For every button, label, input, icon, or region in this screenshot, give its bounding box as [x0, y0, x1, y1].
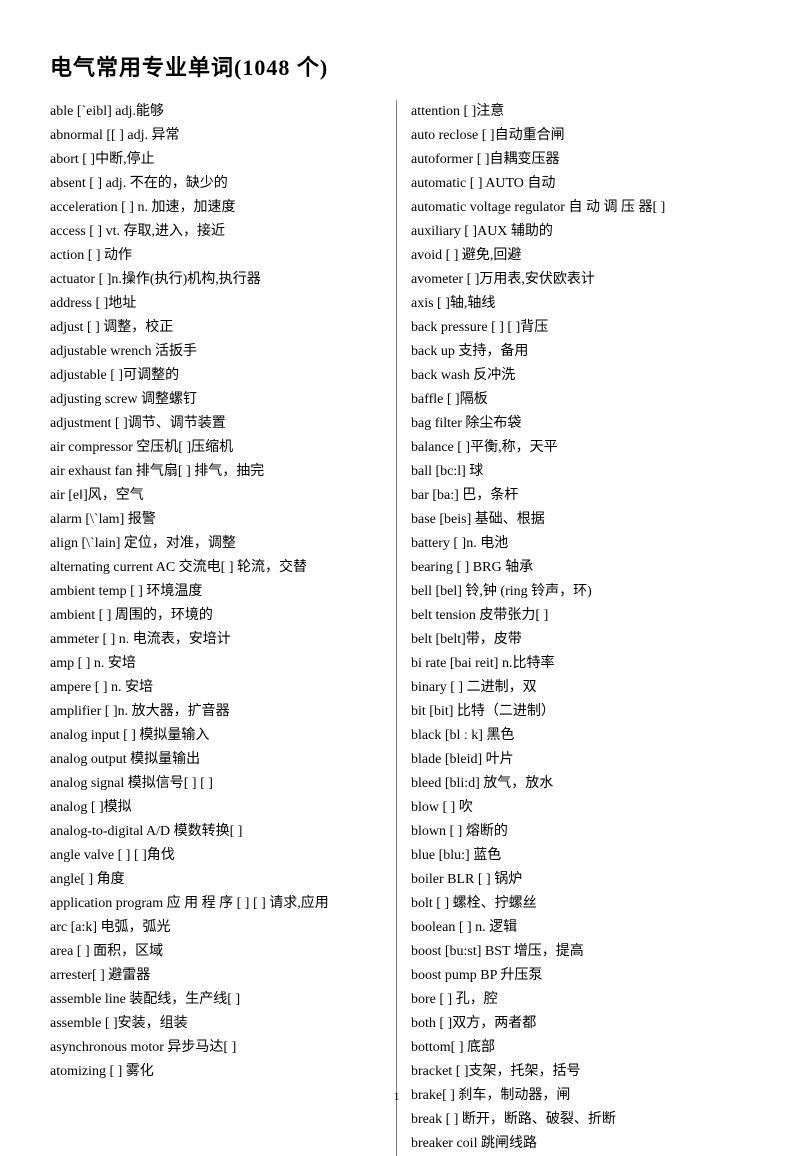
vocab-entry: blue [blu:] 蓝色	[411, 844, 743, 868]
vocab-entry: alarm [\`lam] 报警	[50, 508, 382, 532]
vocab-entry: bag filter 除尘布袋	[411, 412, 743, 436]
vocab-entry: bell [bel] 铃,钟 (ring 铃声，环)	[411, 580, 743, 604]
vocab-entry: avoid [ ] 避免,回避	[411, 244, 743, 268]
vocab-entry: amplifier [ ]n. 放大器，扩音器	[50, 700, 382, 724]
vocab-entry: autoformer [ ]自耦变压器	[411, 148, 743, 172]
vocab-entry: analog input [ ] 模拟量输入	[50, 724, 382, 748]
vocab-entry: align [\`lain] 定位，对准，调整	[50, 532, 382, 556]
vocab-entry: bar [ba:] 巴，条杆	[411, 484, 743, 508]
vocab-entry: boost pump BP 升压泵	[411, 964, 743, 988]
vocab-entry: analog [ ]模拟	[50, 796, 382, 820]
vocab-entry: address [ ]地址	[50, 292, 382, 316]
vocab-entry: back up 支持，备用	[411, 340, 743, 364]
vocab-entry: acceleration [ ] n. 加速，加速度	[50, 196, 382, 220]
vocab-entry: breaker coil 跳闸线路	[411, 1132, 743, 1156]
vocab-entry: action [ ] 动作	[50, 244, 382, 268]
vocab-entry: analog-to-digital A/D 模数转换[ ]	[50, 820, 382, 844]
vocab-entry: bracket [ ]支架，托架，括号	[411, 1060, 743, 1084]
vocab-entry: break [ ] 断开，断路、破裂、折断	[411, 1108, 743, 1132]
vocab-entry: belt [belt]带，皮带	[411, 628, 743, 652]
vocab-entry: actuator [ ]n.操作(执行)机构,执行器	[50, 268, 382, 292]
vocab-entry: adjustable wrench 活扳手	[50, 340, 382, 364]
vocab-entry: blown [ ] 熔断的	[411, 820, 743, 844]
vocab-entry: arrester[ ] 避雷器	[50, 964, 382, 988]
vocab-entry: access [ ] vt. 存取,进入，接近	[50, 220, 382, 244]
vocab-entry: assemble line 装配线，生产线[ ]	[50, 988, 382, 1012]
vocab-entry: boost [bu:st] BST 增压，提高	[411, 940, 743, 964]
vocab-entry: bearing [ ] BRG 轴承	[411, 556, 743, 580]
vocab-entry: balance [ ]平衡,称，天平	[411, 436, 743, 460]
vocab-entry: back wash 反冲洗	[411, 364, 743, 388]
vocab-entry: bi rate [bai reit] n.比特率	[411, 652, 743, 676]
left-column: able [`eibl] adj.能够abnormal [[ ] adj. 异常…	[50, 100, 397, 1156]
vocab-entry: axis [ ]轴,轴线	[411, 292, 743, 316]
vocab-entry: adjusting screw 调整螺钉	[50, 388, 382, 412]
vocab-entry: alternating current AC 交流电[ ] 轮流，交替	[50, 556, 382, 580]
vocab-entry: blow [ ] 吹	[411, 796, 743, 820]
vocab-entry: battery [ ]n. 电池	[411, 532, 743, 556]
vocab-entry: blade [bleid] 叶片	[411, 748, 743, 772]
vocab-entry: application program 应 用 程 序 [ ] [ ] 请求,应…	[50, 892, 382, 916]
vocab-entry: analog signal 模拟信号[ ] [ ]	[50, 772, 382, 796]
vocab-entry: bit [bit] 比特（二进制）	[411, 700, 743, 724]
vocab-entry: automatic voltage regulator 自 动 调 压 器[ ]	[411, 196, 743, 220]
vocab-entry: auto reclose [ ]自动重合闸	[411, 124, 743, 148]
vocab-entry: air exhaust fan 排气扇[ ] 排气，抽完	[50, 460, 382, 484]
right-column: attention [ ]注意auto reclose [ ]自动重合闸auto…	[397, 100, 743, 1156]
vocab-entry: abort [ ]中断,停止	[50, 148, 382, 172]
vocab-entry: ampere [ ] n. 安培	[50, 676, 382, 700]
vocab-entry: back pressure [ ] [ ]背压	[411, 316, 743, 340]
vocab-entry: automatic [ ] AUTO 自动	[411, 172, 743, 196]
vocab-entry: bore [ ] 孔，腔	[411, 988, 743, 1012]
vocab-entry: both [ ]双方，两者都	[411, 1012, 743, 1036]
vocab-entry: avometer [ ]万用表,安伏欧表计	[411, 268, 743, 292]
vocab-entry: adjust [ ] 调整，校正	[50, 316, 382, 340]
vocab-entry: attention [ ]注意	[411, 100, 743, 124]
vocab-entry: assemble [ ]安装，组装	[50, 1012, 382, 1036]
page-number: 1	[394, 1089, 400, 1104]
vocab-entry: adjustment [ ]调节、调节装置	[50, 412, 382, 436]
vocab-entry: abnormal [[ ] adj. 异常	[50, 124, 382, 148]
vocab-entry: belt tension 皮带张力[ ]	[411, 604, 743, 628]
vocab-entry: ball [bc:l] 球	[411, 460, 743, 484]
vocab-entry: angle[ ] 角度	[50, 868, 382, 892]
page-title: 电气常用专业单词(1048 个)	[50, 50, 743, 82]
vocab-entry: ambient [ ] 周围的，环境的	[50, 604, 382, 628]
vocab-entry: base [beis] 基础、根据	[411, 508, 743, 532]
vocab-entry: binary [ ] 二进制，双	[411, 676, 743, 700]
vocab-entry: area [ ] 面积，区域	[50, 940, 382, 964]
vocab-entry: auxiliary [ ]AUX 辅助的	[411, 220, 743, 244]
vocab-entry: brake[ ] 刹车，制动器，闸	[411, 1084, 743, 1108]
vocab-entry: air [e‖]风，空气	[50, 484, 382, 508]
vocab-entry: adjustable [ ]可调整的	[50, 364, 382, 388]
vocab-entry: black [bl ː k] 黑色	[411, 724, 743, 748]
vocab-entry: angle valve [ ] [ ]角伐	[50, 844, 382, 868]
vocab-entry: ambient temp [ ] 环境温度	[50, 580, 382, 604]
vocab-entry: amp [ ] n. 安培	[50, 652, 382, 676]
vocab-entry: air compressor 空压机[ ]压缩机	[50, 436, 382, 460]
vocab-entry: atomizing [ ] 雾化	[50, 1060, 382, 1084]
vocab-entry: baffle [ ]隔板	[411, 388, 743, 412]
vocab-entry: bleed [bli:d] 放气，放水	[411, 772, 743, 796]
vocab-entry: bottom[ ] 底部	[411, 1036, 743, 1060]
vocab-entry: analog output 模拟量输出	[50, 748, 382, 772]
vocab-entry: absent [ ] adj. 不在的，缺少的	[50, 172, 382, 196]
columns-container: able [`eibl] adj.能够abnormal [[ ] adj. 异常…	[50, 100, 743, 1156]
vocab-entry: arc [a:k] 电弧，弧光	[50, 916, 382, 940]
vocab-entry: bolt [ ] 螺栓、拧螺丝	[411, 892, 743, 916]
vocab-entry: ammeter [ ] n. 电流表，安培计	[50, 628, 382, 652]
vocab-entry: able [`eibl] adj.能够	[50, 100, 382, 124]
vocab-entry: asynchronous motor 异步马达[ ]	[50, 1036, 382, 1060]
vocab-entry: boolean [ ] n. 逻辑	[411, 916, 743, 940]
vocab-entry: boiler BLR [ ] 锅炉	[411, 868, 743, 892]
